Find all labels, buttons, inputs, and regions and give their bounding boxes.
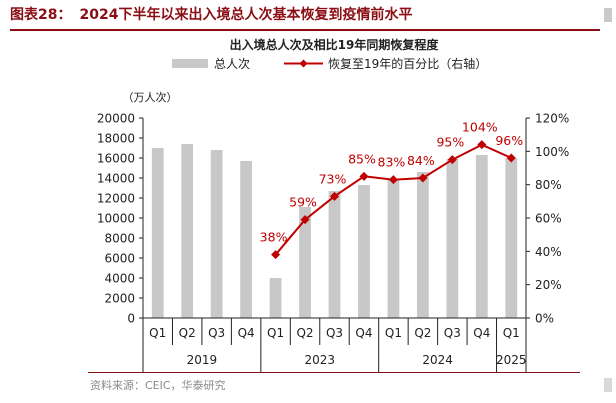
category-label: Q2 bbox=[414, 326, 431, 340]
bar bbox=[416, 172, 429, 318]
line-point bbox=[359, 171, 369, 181]
figure-title: 图表28： 2024下半年以来出入境总人次基本恢复到疫情前水平 bbox=[10, 4, 412, 24]
bar bbox=[505, 158, 518, 318]
edge-mark-bottom bbox=[604, 378, 612, 392]
legend-label-bars: 总人次 bbox=[214, 57, 250, 71]
left-axis-tick-label: 4000 bbox=[104, 272, 135, 286]
right-axis-tick-label: 40% bbox=[535, 245, 562, 259]
year-label: 2023 bbox=[304, 353, 335, 367]
data-label: 84% bbox=[407, 153, 435, 168]
bar bbox=[151, 148, 164, 318]
right-axis-tick-label: 60% bbox=[535, 212, 562, 226]
year-label: 2025 bbox=[496, 353, 527, 367]
line-point bbox=[418, 173, 428, 183]
bar bbox=[269, 278, 282, 318]
legend-swatch-bars bbox=[172, 59, 208, 68]
data-label: 85% bbox=[348, 151, 376, 166]
category-label: Q4 bbox=[355, 326, 372, 340]
bar bbox=[181, 144, 194, 318]
line-point bbox=[300, 215, 310, 225]
right-axis-tick-label: 20% bbox=[535, 278, 562, 292]
data-label: 59% bbox=[289, 195, 317, 210]
data-label: 73% bbox=[319, 171, 347, 186]
right-axis-tick-label: 120% bbox=[535, 112, 569, 126]
left-axis-tick-label: 14000 bbox=[97, 172, 135, 186]
data-label: 83% bbox=[378, 155, 406, 170]
bar bbox=[475, 155, 488, 318]
year-label: 2019 bbox=[187, 353, 218, 367]
source-divider bbox=[88, 372, 580, 373]
left-axis-tick-label: 18000 bbox=[97, 132, 135, 146]
line-point bbox=[271, 250, 281, 260]
category-label: Q2 bbox=[179, 326, 196, 340]
line-point bbox=[506, 153, 516, 163]
figure-title-text: 2024下半年以来出入境总人次基本恢复到疫情前水平 bbox=[79, 7, 413, 23]
category-label: Q3 bbox=[444, 326, 461, 340]
category-label: Q1 bbox=[149, 326, 166, 340]
category-label: Q4 bbox=[238, 326, 255, 340]
category-label: Q1 bbox=[385, 326, 402, 340]
edge-mark-top bbox=[604, 8, 612, 22]
line-point bbox=[388, 175, 398, 185]
bar bbox=[328, 191, 341, 318]
category-label: Q2 bbox=[296, 326, 313, 340]
left-axis-unit: （万人次） bbox=[123, 90, 178, 104]
data-label: 104% bbox=[462, 120, 498, 135]
line-point bbox=[477, 140, 487, 150]
data-label: 38% bbox=[260, 230, 288, 245]
title-divider bbox=[10, 29, 600, 31]
year-label: 2024 bbox=[422, 353, 453, 367]
left-axis-tick-label: 12000 bbox=[97, 192, 135, 206]
data-label: 95% bbox=[436, 135, 464, 150]
legend-swatch-marker bbox=[299, 59, 308, 68]
left-axis-tick-label: 8000 bbox=[104, 232, 135, 246]
bar bbox=[210, 150, 223, 318]
right-axis-tick-label: 100% bbox=[535, 145, 569, 159]
right-axis-tick-label: 0% bbox=[535, 312, 554, 326]
left-axis-tick-label: 6000 bbox=[104, 252, 135, 266]
bar bbox=[240, 161, 253, 318]
left-axis-tick-label: 16000 bbox=[97, 152, 135, 166]
category-label: Q4 bbox=[473, 326, 490, 340]
left-axis-tick-label: 0 bbox=[127, 312, 135, 326]
source-note: 资料来源：CEIC，华泰研究 bbox=[90, 379, 226, 392]
category-label: Q1 bbox=[267, 326, 284, 340]
bar bbox=[299, 207, 311, 318]
bar bbox=[387, 179, 400, 318]
bar bbox=[358, 185, 370, 318]
data-label: 96% bbox=[495, 133, 523, 148]
left-axis-tick-label: 20000 bbox=[97, 112, 135, 126]
legend-label-line: 恢复至19年的百分比（右轴） bbox=[328, 56, 487, 71]
figure-label: 图表28： bbox=[10, 7, 72, 23]
chart-title: 出入境总人次及相比19年同期恢复程度 bbox=[230, 37, 440, 52]
line-point bbox=[330, 191, 339, 201]
bar bbox=[446, 159, 459, 318]
category-label: Q3 bbox=[326, 326, 343, 340]
category-label: Q1 bbox=[503, 326, 520, 340]
line-point bbox=[447, 155, 457, 165]
left-axis-tick-label: 2000 bbox=[104, 292, 135, 306]
category-label: Q3 bbox=[208, 326, 225, 340]
left-axis-tick-label: 10000 bbox=[97, 212, 135, 226]
right-axis-tick-label: 80% bbox=[535, 178, 562, 192]
